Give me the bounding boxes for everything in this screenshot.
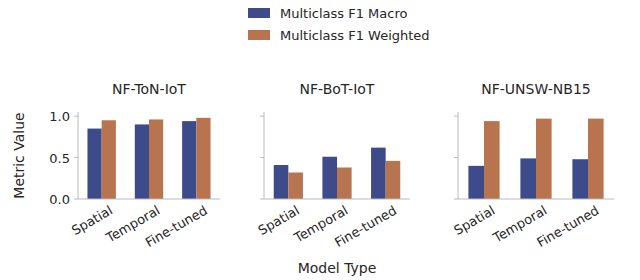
panel-title: NF-BoT-IoT: [300, 81, 375, 97]
bar: [468, 166, 484, 199]
y-tick: [74, 199, 78, 200]
legend-swatch: [248, 30, 270, 40]
bars: [468, 119, 603, 199]
bar: [149, 119, 163, 199]
y-tick: [260, 116, 264, 117]
y-tick-label: 0.5: [49, 151, 70, 166]
bar: [322, 157, 337, 199]
bar: [572, 159, 588, 199]
panel-title: NF-ToN-IoT: [112, 81, 186, 97]
bar: [536, 119, 552, 199]
y-tick: [454, 199, 458, 200]
y-tick: [260, 157, 264, 158]
y-tick: [454, 116, 458, 117]
y-tick: [74, 116, 78, 117]
x-tick-label: Fine-tuned: [332, 203, 399, 250]
y-axis-line: [458, 112, 459, 199]
x-axis-label: Model Type: [298, 260, 377, 276]
bar: [588, 119, 604, 199]
y-tick: [260, 199, 264, 200]
bar: [182, 121, 196, 199]
legend-label: Multiclass F1 Weighted: [280, 28, 430, 43]
panel: NF-UNSW-NB15SpatialTemporalFine-tuned: [451, 81, 614, 250]
bar: [337, 168, 352, 199]
panel-title: NF-UNSW-NB15: [481, 81, 590, 97]
panel: NF-BoT-IoTSpatialTemporalFine-tunedModel…: [256, 81, 410, 276]
y-tick-label: 1.0: [49, 109, 70, 124]
bar: [102, 120, 116, 199]
y-tick-label: 0.0: [49, 192, 70, 207]
y-tick: [454, 157, 458, 158]
legend-swatch: [248, 8, 270, 18]
bar: [520, 158, 536, 199]
legend-label: Multiclass F1 Macro: [280, 6, 407, 21]
y-axis-line: [264, 112, 265, 199]
bar: [484, 121, 500, 199]
x-tick-label: Fine-tuned: [534, 203, 601, 250]
y-axis-label: Metric Value: [11, 112, 27, 198]
x-axis-line: [264, 199, 410, 200]
bar: [274, 165, 289, 199]
bars: [274, 148, 401, 199]
x-tick-label: Fine-tuned: [143, 203, 210, 250]
bar: [371, 148, 386, 199]
bar: [196, 118, 210, 199]
bars: [87, 118, 210, 199]
y-tick: [74, 157, 78, 158]
bar: [135, 124, 149, 199]
legend: Multiclass F1 Macro Multiclass F1 Weighte…: [248, 6, 430, 43]
bar: [386, 161, 401, 199]
panel: NF-ToN-IoT0.00.51.0SpatialTemporalFine-t…: [11, 81, 220, 250]
bar: [288, 172, 303, 199]
x-axis-line: [78, 199, 220, 200]
y-axis-line: [78, 112, 79, 199]
x-axis-line: [458, 199, 614, 200]
chart: NF-ToN-IoT0.00.51.0SpatialTemporalFine-t…: [0, 0, 640, 280]
bar: [87, 129, 101, 199]
